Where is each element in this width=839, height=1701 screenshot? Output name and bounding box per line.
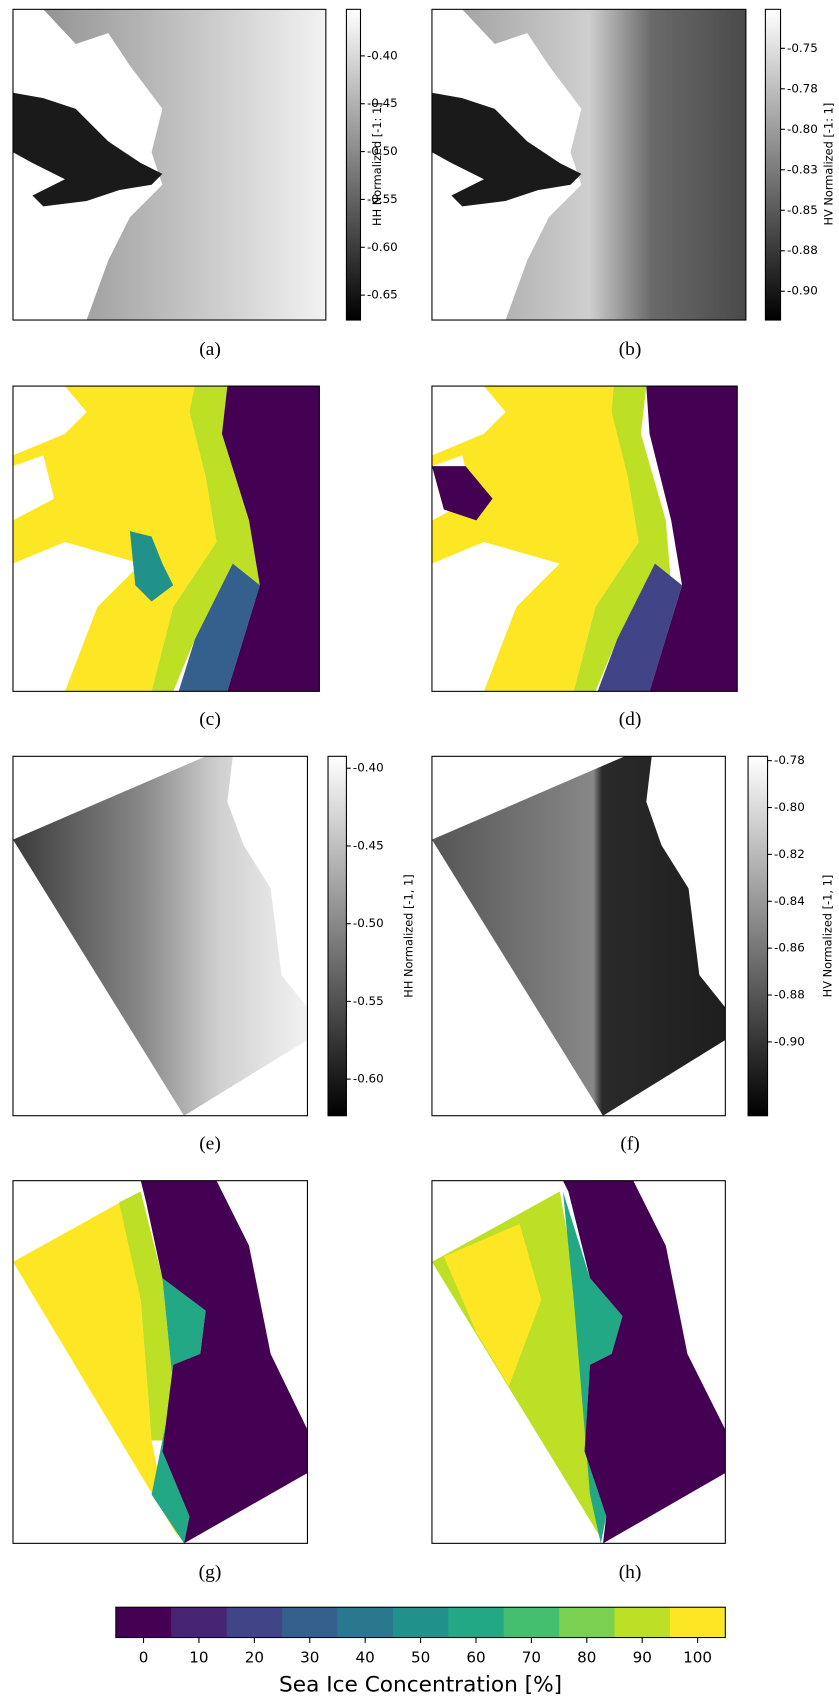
colorbar-tick-label: -0.45 <box>367 96 398 110</box>
colorbar-label: HV Normalized [-1, 1] <box>820 875 834 998</box>
colorbar-tick-label: 20 <box>245 1649 264 1667</box>
colorbar-tick-label: 80 <box>577 1649 596 1667</box>
panel-caption: (g) <box>199 1562 222 1583</box>
colorbar-tick-label: -0.60 <box>367 240 398 254</box>
colorbar-tick-label: -0.85 <box>787 203 818 217</box>
colorbar-label: HH Normalized [-1: 1] <box>370 102 384 226</box>
colorbar-tick-label: -0.83 <box>787 162 818 176</box>
colorbar-segment <box>503 1607 560 1638</box>
colorbar-tick-label: -0.88 <box>774 988 805 1002</box>
colorbar-segment <box>282 1607 339 1638</box>
concentration-colorbar: 0 10 20 30 40 50 60 70 80 90 100 Sea Ice Concentrat… <box>115 1606 726 1698</box>
colorbar-tick-label: -0.88 <box>787 243 818 257</box>
concentration-map <box>12 385 320 692</box>
concentration-map <box>431 385 738 692</box>
colorbar-tick-label: -0.90 <box>787 284 818 298</box>
colorbar-segment <box>392 1607 449 1638</box>
colorbar-tick-label: -0.50 <box>367 144 398 158</box>
colorbar-tick-label: -0.78 <box>774 753 805 767</box>
concentration-map <box>12 1180 308 1544</box>
colorbar-segment <box>115 1607 172 1638</box>
colorbar-tick-label: -0.45 <box>353 838 384 852</box>
colorbar-segment <box>559 1607 616 1638</box>
colorbar-tick-label: 90 <box>633 1649 652 1667</box>
colorbar-tick-label: 10 <box>189 1649 208 1667</box>
colorbar-tick-label: -0.40 <box>353 761 384 775</box>
colorbar-tick-label: 100 <box>683 1649 712 1667</box>
colorbar-segment <box>448 1607 505 1638</box>
concentration-map <box>431 1180 726 1544</box>
sar-image-hh <box>12 8 362 321</box>
colorbar-tick-label: -0.55 <box>353 994 384 1008</box>
colorbar-segment <box>669 1607 726 1638</box>
panel-caption: (e) <box>199 1133 221 1154</box>
panel-caption: (b) <box>619 339 642 360</box>
colorbar-tick-label: -0.40 <box>367 48 398 62</box>
colorbar-tick-label: -0.75 <box>787 41 818 55</box>
panel-caption: (f) <box>620 1133 639 1154</box>
colorbar-frame <box>115 1606 726 1639</box>
colorbar-tick-label: -0.65 <box>367 288 398 302</box>
panel-caption: (h) <box>619 1562 642 1583</box>
colorbar-tick-label: -0.86 <box>774 941 805 955</box>
panel-caption: (a) <box>199 339 221 360</box>
colorbar-tick-label: -0.55 <box>367 192 398 206</box>
colorbar-tick-label: -0.84 <box>774 894 805 908</box>
colorbar-tick-label: -0.80 <box>774 800 805 814</box>
colorbar-tick-label: 60 <box>466 1649 485 1667</box>
colorbar-tick-label: 50 <box>411 1649 430 1667</box>
colorbar-segment <box>337 1607 394 1638</box>
sar-image-hh <box>12 755 347 1117</box>
colorbar-tick-label: 0 <box>139 1649 149 1667</box>
colorbar-tick-label: -0.50 <box>353 916 384 930</box>
sar-image-hv <box>431 755 769 1117</box>
colorbar-tick-label: -0.90 <box>774 1034 805 1048</box>
colorbar-label: Sea Ice Concentration [%] <box>279 1673 562 1698</box>
colorbar-label: HH Normalized [-1, 1] <box>401 874 415 997</box>
sar-image-hv <box>431 8 782 321</box>
colorbar-tick-label: 40 <box>356 1649 375 1667</box>
colorbar-label: HV Normalized [-1: 1] <box>822 103 836 226</box>
colorbar-segment <box>614 1607 671 1638</box>
colorbar-tick-label: 70 <box>522 1649 541 1667</box>
colorbar-tick-label: -0.80 <box>787 122 818 136</box>
colorbar-tick-label: -0.82 <box>774 847 805 861</box>
panel-caption: (d) <box>619 709 642 730</box>
colorbar-segment <box>226 1607 283 1638</box>
colorbar-tick-label: -0.78 <box>787 81 818 95</box>
colorbar-tick-label: -0.60 <box>353 1072 384 1086</box>
colorbar-segment <box>171 1607 228 1638</box>
panel-caption: (c) <box>199 709 221 730</box>
colorbar-tick-label: 30 <box>300 1649 319 1667</box>
